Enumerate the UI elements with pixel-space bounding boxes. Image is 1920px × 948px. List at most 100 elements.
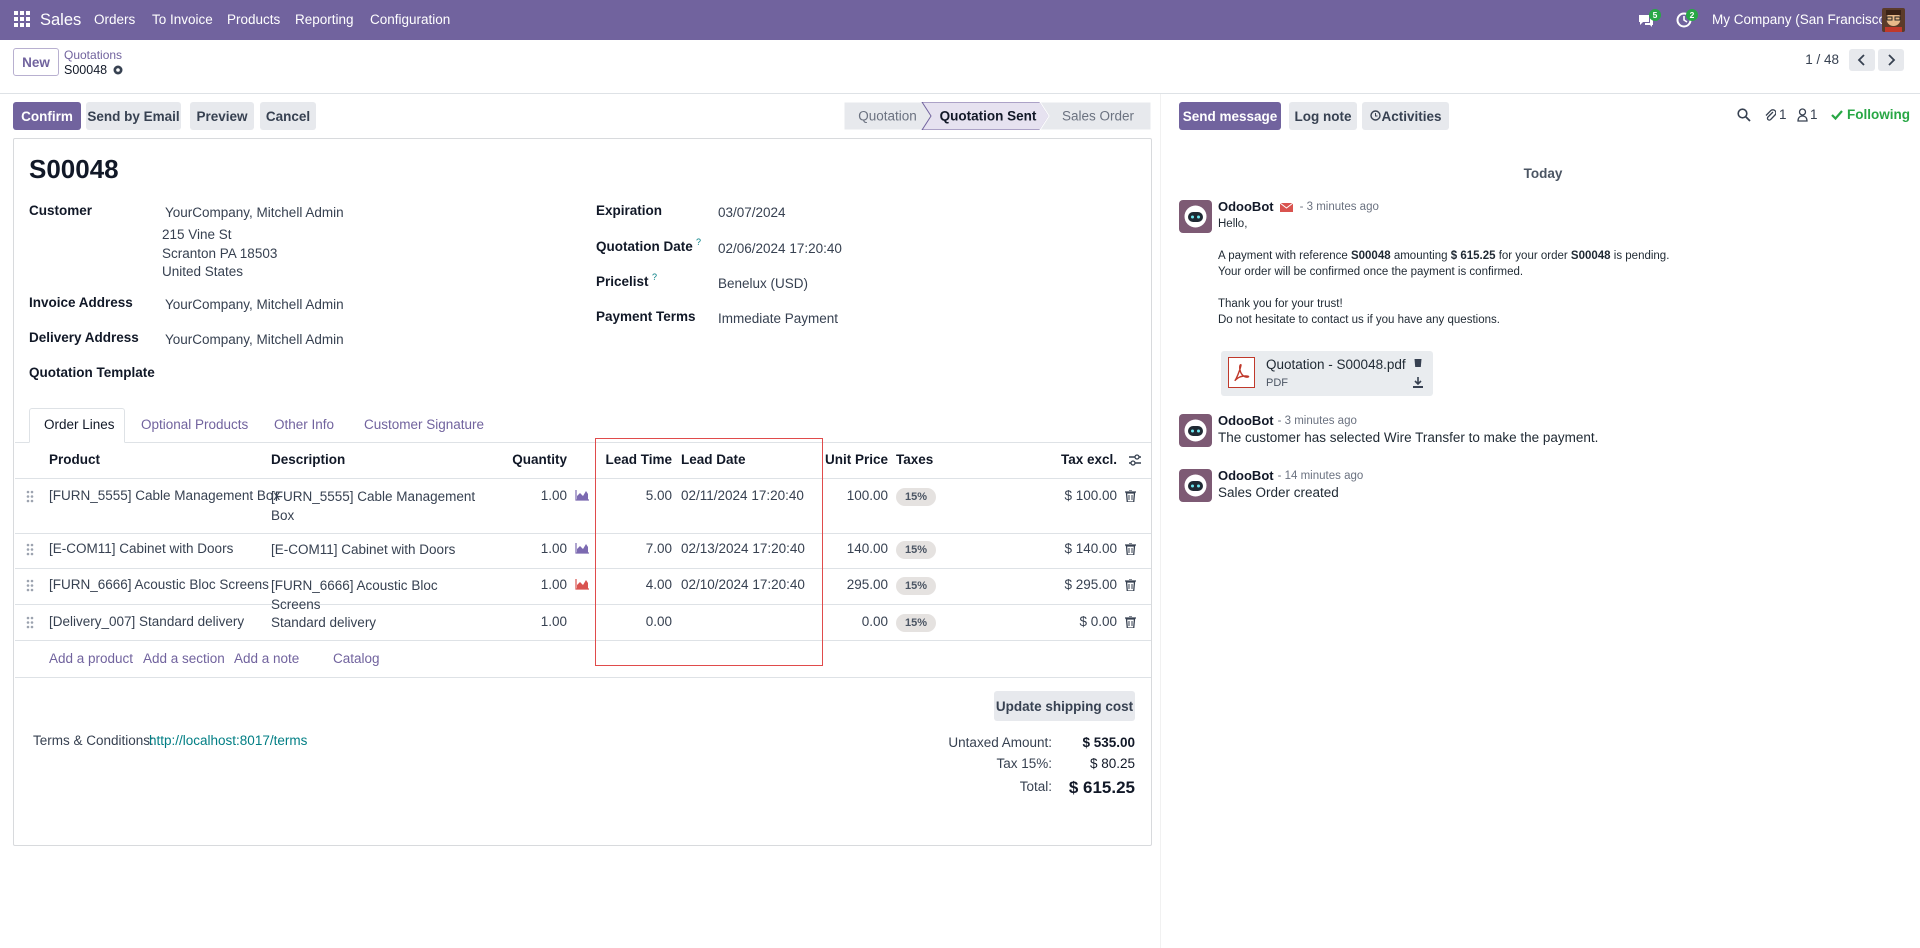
status-stage[interactable] [1039,102,1152,130]
column-header[interactable]: Tax excl. [1060,452,1117,468]
company-switcher[interactable]: My Company (San Francisco) [1712,12,1891,28]
optional-columns[interactable] [1128,453,1142,467]
author-avatar[interactable] [1179,200,1212,233]
column-header[interactable]: Description [271,452,346,468]
delete-line[interactable] [1125,579,1136,591]
user-avatar[interactable] [1882,8,1905,32]
delete-line[interactable] [1125,490,1136,502]
message-text: $ 615.25 [1450,250,1496,262]
forecast-widget[interactable] [575,543,589,554]
column-header[interactable]: Lead Date [681,452,746,468]
attachment-download[interactable] [1413,377,1423,388]
help-tooltip[interactable]: ? [696,237,702,247]
drag-handle[interactable] [26,490,34,503]
description-cell[interactable]: [FURN_5555] Cable Management Box [271,489,476,524]
update-shipping-button[interactable]: Update shipping cost [994,691,1135,721]
icon-part [1191,215,1194,219]
attachments-count[interactable]: 1 [1779,107,1787,123]
app-name[interactable]: Sales [40,10,82,29]
field-value[interactable]: Benelux (USD) [718,276,809,292]
tab[interactable]: Other Info [274,417,335,433]
new-button[interactable]: New [13,48,59,76]
attachment-delete[interactable] [1413,356,1423,367]
product-cell[interactable]: [E-COM11] Cabinet with Doors [49,541,234,557]
menu-item[interactable]: Products [227,12,281,28]
field-value[interactable]: YourCompany, Mitchell Admin [165,332,344,348]
add-line-link[interactable]: Add a section [143,651,225,667]
pager-value[interactable]: 1 / 48 [1805,52,1839,68]
field-value[interactable]: 02/06/2024 17:20:40 [718,241,842,257]
breadcrumb-link[interactable]: Quotations [64,48,123,62]
action-button[interactable]: Cancel [260,102,316,130]
forecast-widget[interactable] [575,579,589,590]
send-message-button[interactable]: Send message [1179,102,1281,130]
pdf-icon[interactable] [1228,357,1255,388]
drag-handle[interactable] [26,616,34,629]
column-header[interactable]: Quantity [512,452,567,468]
delete-line[interactable] [1125,616,1136,628]
tab[interactable]: Optional Products [141,417,249,433]
tab[interactable]: Customer Signature [364,417,485,433]
icon-part [1894,16,1901,21]
field-value[interactable]: YourCompany, Mitchell Admin [165,297,344,313]
action-button[interactable]: Confirm [13,102,81,130]
pager-prev[interactable] [1849,49,1875,71]
field-label: Pricelist [596,274,649,290]
column-header[interactable]: Lead Time [605,452,672,468]
followers-icon[interactable] [1797,108,1808,122]
log-note-button[interactable]: Log note [1289,102,1357,130]
menu-item[interactable]: Configuration [370,12,451,28]
add-line-link[interactable]: Add a product [49,651,134,667]
menu-item[interactable]: To Invoice [152,12,213,28]
message-author[interactable]: OdooBot [1218,199,1274,214]
help-tooltip[interactable]: ? [652,272,658,282]
message-badge[interactable]: 5 [1649,9,1661,21]
action-button[interactable]: Preview [190,102,254,130]
status-stage[interactable] [921,102,1050,130]
message-author[interactable]: OdooBot [1218,468,1274,483]
icon-part [1125,543,1136,555]
product-cell[interactable]: [FURN_5555] Cable Management Box [49,488,281,504]
pager-next[interactable] [1878,49,1904,71]
attachment-icon[interactable] [1764,108,1776,122]
field-label: Customer [29,203,93,219]
message-header: OdooBot - 3 minutes ago [1218,199,1379,215]
menu-item[interactable]: Orders [94,12,136,28]
product-cell[interactable]: [FURN_6666] Acoustic Bloc Screens [49,577,269,593]
forecast-widget[interactable] [575,490,589,501]
column-header[interactable]: Taxes [896,452,934,468]
tab[interactable]: Order Lines [44,417,115,433]
messages-icon[interactable] [1638,13,1654,27]
apps-menu[interactable] [14,11,30,27]
customer-line[interactable]: YourCompany, Mitchell Admin [165,205,344,221]
product-cell[interactable]: [Delivery_007] Standard delivery [49,614,245,630]
delete-line[interactable] [1125,543,1136,555]
add-line-link[interactable]: Add a note [234,651,300,667]
drag-handle[interactable] [26,579,34,592]
menu-item[interactable]: Reporting [295,12,354,28]
search-icon[interactable] [1737,108,1751,122]
field-value[interactable]: 03/07/2024 [718,205,786,221]
icon-part [26,23,30,27]
attachment-type: PDF [1266,377,1288,389]
author-avatar[interactable] [1179,469,1212,502]
add-line-link[interactable]: Catalog [333,651,380,667]
terms-link[interactable]: http://localhost:8017/terms [149,733,308,749]
follow-button[interactable]: Following [1847,107,1910,123]
description-cell[interactable]: Standard delivery [271,615,377,631]
description-cell[interactable]: [FURN_6666] Acoustic Bloc Screens [271,578,438,613]
action-button[interactable]: Send by Email [86,102,181,130]
field-value[interactable]: Immediate Payment [718,311,839,327]
activity-badge[interactable]: 2 [1686,9,1698,21]
drag-handle[interactable] [26,543,34,556]
author-avatar[interactable] [1179,414,1212,447]
attachment-card[interactable] [1221,351,1433,396]
column-header[interactable]: Unit Price [824,452,888,468]
gear-icon[interactable] [112,64,124,76]
message-author[interactable]: OdooBot [1218,413,1274,428]
followers-count[interactable]: 1 [1810,107,1818,123]
message-text: Hello, [1218,218,1248,230]
description-cell[interactable]: [E-COM11] Cabinet with Doors [271,542,456,558]
column-header[interactable]: Product [49,452,101,468]
subtotal-cell: $ 100.00 [1064,488,1117,504]
